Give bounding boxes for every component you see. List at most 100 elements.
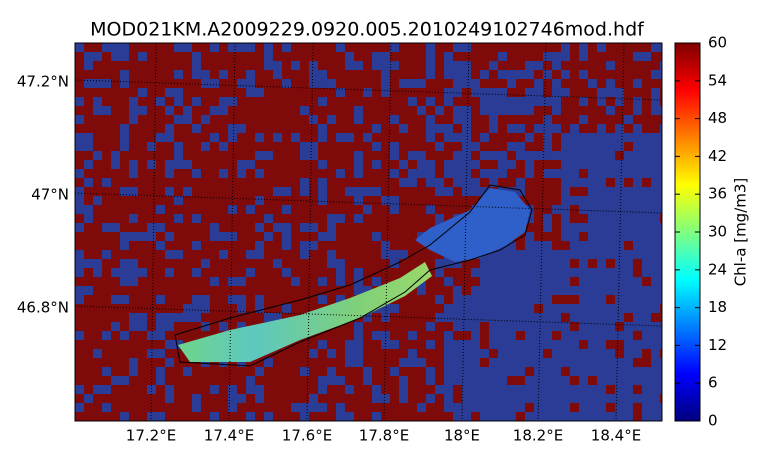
raster-cell [372,331,381,340]
raster-cell [534,394,543,403]
raster-cell [561,214,570,223]
raster-cell [651,169,660,178]
raster-cell [336,268,345,277]
raster-cell [561,250,570,259]
raster-cell [354,358,363,367]
raster-cell [597,376,606,385]
raster-cell [471,358,480,367]
raster-cell [651,349,660,358]
raster-cell [633,178,642,187]
grid-line [75,79,662,101]
raster-cell [543,259,552,268]
raster-cell [651,358,660,367]
raster-cell [246,205,255,214]
raster-cell [606,205,615,214]
raster-cell [543,313,552,322]
raster-cell [435,106,444,115]
raster-cell [498,340,507,349]
raster-cell [426,367,435,376]
raster-cell [651,286,660,295]
raster-cell [489,394,498,403]
raster-cell [651,205,660,214]
raster-cell [417,286,426,295]
raster-cell [606,349,615,358]
raster-cell [372,52,381,61]
raster-cell [93,385,102,394]
raster-cell [615,124,624,133]
raster-cell [498,277,507,286]
raster-cell [552,322,561,331]
raster-cell [165,250,174,259]
raster-cell [471,349,480,358]
raster-cell [165,106,174,115]
raster-cell [165,187,174,196]
raster-cell [192,97,201,106]
raster-cell [129,97,138,106]
raster-cell [615,133,624,142]
raster-cell [129,277,138,286]
raster-cell [444,97,453,106]
raster-cell [156,295,165,304]
raster-cell [561,304,570,313]
raster-cell [255,169,264,178]
raster-cell [201,358,210,367]
raster-cell [129,232,138,241]
raster-cell [84,52,93,61]
raster-cell [228,385,237,394]
raster-cell [561,349,570,358]
raster-cell [300,223,309,232]
raster-cell [309,151,318,160]
raster-cell [138,268,147,277]
raster-cell [93,151,102,160]
raster-cell [183,367,192,376]
raster-cell [516,367,525,376]
raster-cell [120,277,129,286]
raster-cell [93,268,102,277]
raster-cell [651,223,660,232]
raster-cell [651,142,660,151]
raster-cell [579,205,588,214]
raster-cell [381,79,390,88]
raster-cell [534,268,543,277]
raster-cell [462,385,471,394]
raster-cell [426,133,435,142]
raster-cell [543,322,552,331]
raster-cell [588,151,597,160]
raster-cell [426,178,435,187]
raster-cell [120,259,129,268]
latitude-label: 46.8°N [17,299,69,317]
raster-cell [588,340,597,349]
raster-cell [633,124,642,133]
raster-cell [129,160,138,169]
raster-cell [588,250,597,259]
raster-cell [165,133,174,142]
raster-cell [480,169,489,178]
raster-cell [525,88,534,97]
raster-cell [453,151,462,160]
raster-cell [471,286,480,295]
raster-cell [120,142,129,151]
raster-cell [651,304,660,313]
raster-cell [174,196,183,205]
raster-cell [390,142,399,151]
latitude-label: 47.2°N [17,73,69,91]
raster-cell [453,169,462,178]
longitude-label: 18.2°E [513,427,563,445]
raster-cell [570,160,579,169]
raster-cell [606,367,615,376]
raster-cell [417,403,426,412]
raster-cell [561,277,570,286]
raster-cell [525,241,534,250]
raster-cell [102,106,111,115]
raster-cell [534,358,543,367]
raster-cell [345,385,354,394]
raster-cell [651,151,660,160]
raster-cell [129,313,138,322]
raster-cell [597,124,606,133]
raster-cell [309,79,318,88]
raster-cell [399,79,408,88]
raster-cell [552,259,561,268]
raster-cell [318,403,327,412]
raster-cell [651,394,660,403]
raster-cell [579,349,588,358]
